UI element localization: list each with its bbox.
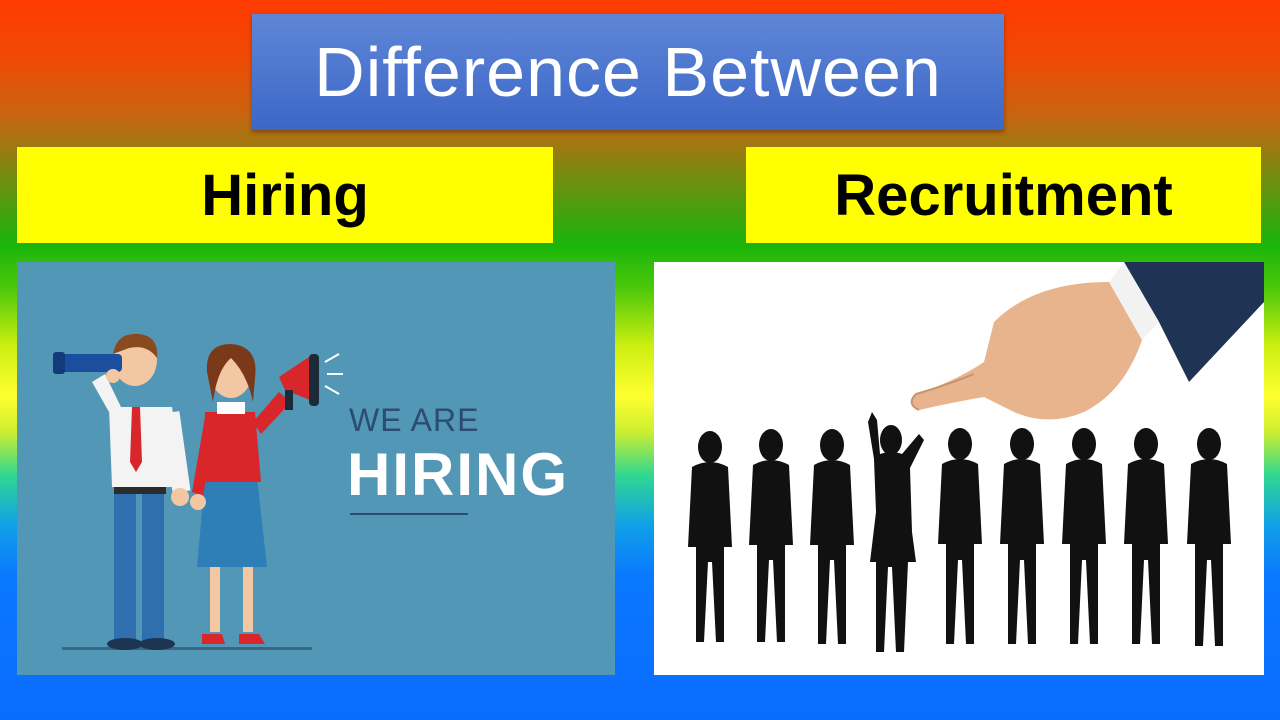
recruitment-label: Recruitment [834,162,1173,228]
silhouette-7 [1062,428,1106,644]
people-silhouettes [688,412,1231,652]
hiring-illustration: WE ARE HIRING [17,262,615,675]
man-figure [53,333,191,650]
silhouette-2 [749,429,793,642]
silhouette-4-raised-hand [868,412,924,652]
title-text: Difference Between [314,33,942,111]
silhouette-3 [810,429,854,644]
silhouette-1 [688,431,732,642]
silhouette-5 [938,428,982,644]
suit-sleeve [1124,262,1264,382]
page-title: Difference Between [252,14,1004,130]
shirt-cuff [1109,262,1159,340]
hiring-underline [350,513,468,515]
hiring-label: Hiring [201,162,369,228]
pointing-hand [910,282,1142,420]
ground-line [62,647,312,650]
silhouette-6 [1000,428,1044,644]
hiring-people-illustration [53,333,343,650]
recruitment-label-box: Recruitment [746,147,1261,243]
we-are-text: WE ARE [349,402,480,438]
hiring-big-text: HIRING [347,441,569,508]
recruitment-illustration [654,262,1264,675]
woman-figure [190,344,343,644]
silhouette-9 [1187,428,1231,646]
hiring-label-box: Hiring [17,147,553,243]
silhouette-8 [1124,428,1168,644]
recruitment-silhouettes-illustration [688,262,1264,652]
